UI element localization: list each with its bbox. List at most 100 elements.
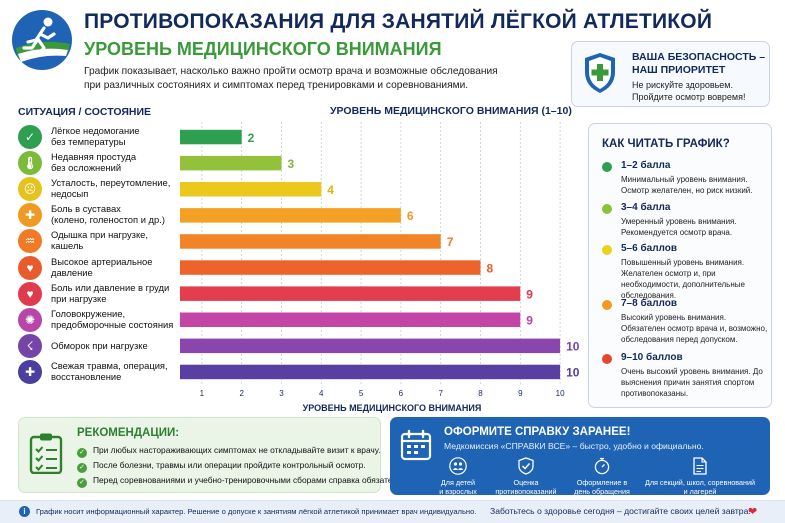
safety-box: ВАША БЕЗОПАСНОСТЬ – НАШ ПРИОРИТЕТ Не рис… [571,41,770,107]
legend-panel: КАК ЧИТАТЬ ГРАФИК? 1–2 балла Минимальный … [588,123,772,408]
legend-item-title: 7–8 баллов [621,298,678,309]
situation-label: Боль или давление в груди при нагрузке [51,281,170,304]
situation-row: ✓ Лёгкое недомогание без температуры [18,124,178,150]
feature-label: Оформление в день обращения [574,478,630,496]
bar [180,364,561,380]
bar [180,155,282,171]
safety-title: ВАША БЕЗОПАСНОСТЬ – НАШ ПРИОРИТЕТ [632,51,766,76]
heart-pulse-icon: ♥ [18,255,42,280]
check-icon: ✓ [77,478,87,488]
info-icon: i [19,506,30,517]
dizzy-icon: ✺ [18,307,42,332]
situation-label: Недавняя простуда без осложнений [51,151,137,174]
bar [180,312,521,327]
situation-label: Усталость, переутомление, недосып [51,177,171,200]
calendar-icon [400,429,432,461]
check-icon: ✓ [77,463,87,473]
page-subtitle: УРОВЕНЬ МЕДИЦИНСКОГО ВНИМАНИЯ [84,39,442,59]
situation-label: Высокое артериальное давление [51,255,153,278]
fainting-icon: ☇ [18,333,42,358]
bar-value-label: 4 [327,183,334,197]
page-title: ПРОТИВОПОКАЗАНИЯ ДЛЯ ЗАНЯТИЙ ЛЁГКОЙ АТЛЕ… [84,10,713,33]
bar-value-label: 8 [486,261,493,275]
feature-same-day: Оформление в день обращения [562,457,642,496]
bar-value-label: 9 [526,287,533,301]
legend-dot [602,162,612,172]
stopwatch-icon [594,457,610,475]
legend-item-title: 1–2 балла [621,160,671,171]
bar [180,286,521,301]
x-tick-label: 3 [279,389,284,398]
bar [180,234,441,249]
legend-item-title: 3–4 балла [621,202,671,213]
order-certificate-box[interactable]: ОФОРМИТЕ СПРАВКУ ЗАРАНЕЕ! Медкомиссия «С… [390,417,770,495]
bar-value-label: 6 [407,209,414,223]
bandage-icon: ✚ [18,359,42,384]
feature-contraindications: Оценка противопоказаний [486,457,566,496]
bar-value-label: 10 [566,340,580,354]
chart-title: УРОВЕНЬ МЕДИЦИНСКОГО ВНИМАНИЯ (1–10) [330,105,572,117]
x-tick-label: 5 [359,389,364,398]
bar-value-label: 9 [526,314,533,328]
x-axis-label: УРОВЕНЬ МЕДИЦИНСКОГО ВНИМАНИЯ [303,403,482,413]
bar [180,338,561,354]
legend-item-desc: Минимальный уровень внимания. Осмотр жел… [621,175,753,195]
situation-row: ✚ Боль в суставах (колено, голеностоп и др… [18,202,178,228]
lungs-icon: ♒ [18,229,42,254]
situation-label: Одышка при нагрузке, кашель [51,229,149,252]
recommendations-title: РЕКОМЕНДАЦИИ: [77,427,180,439]
legend-item-desc: Очень высокий уровень внимания. До выясн… [621,367,763,398]
runner-logo [12,10,72,70]
x-tick-label: 7 [438,389,443,398]
bar [180,129,242,145]
legend-item-title: 9–10 баллов [621,352,683,363]
x-tick-label: 2 [239,389,244,398]
chart-bars: 2 3 4 6 7 8 9 9 10 10 [180,129,580,380]
bar [180,182,322,197]
recommendation-item: ✓ При любых настораживающих симптомах не … [77,445,380,458]
bar-value-label: 10 [566,366,580,380]
legend-dot [602,354,612,364]
bar-value-label: 3 [287,157,294,171]
bar-value-label: 2 [248,131,255,145]
shield-check-icon [518,457,534,475]
x-tick-label: 1 [200,389,205,398]
situation-row: ☇ Обморок при нагрузке [18,333,178,359]
legend-item-desc: Умеренный уровень внимания. Рекомендуетс… [621,217,737,237]
feature-label: Для детей и взрослых [439,478,477,496]
legend-item-desc: Повышенный уровень внимания. Желателен о… [621,258,745,300]
feature-sections-schools: Для секций, школ, соревнований и лагерей [640,457,760,496]
situation-label: Обморок при нагрузке [51,339,148,351]
joint-icon: ✚ [18,203,42,228]
thermometer-icon: 🌡 [18,151,42,176]
footer: i График носит информационный характер. … [0,500,785,523]
people-icon [449,457,467,475]
order-title: ОФОРМИТЕ СПРАВКУ ЗАРАНЕЕ! [444,426,631,438]
x-tick-label: 9 [518,389,523,398]
safety-text: Не рискуйте здоровьем. Пройдите осмотр в… [632,80,746,102]
footer-disclaimer: График носит информационный характер. Ре… [36,507,477,516]
situation-label: Лёгкое недомогание без температуры [51,125,140,147]
x-tick-label: 8 [478,389,483,398]
situation-label: Головокружение, предобморочные состояния [51,307,174,330]
bar-value-label: 7 [447,235,454,249]
recommendation-item: ✓ Перед соревнованиями и учебно-тренирово… [77,475,413,488]
check-icon: ✓ [77,448,87,458]
footer-slogan: Заботьтесь о здоровье сегодня – достигай… [490,506,751,516]
situation-row: ♒ Одышка при нагрузке, кашель [18,228,178,254]
situation-row: ♥ Боль или давление в груди при нагрузке [18,281,178,307]
check-icon: ✓ [18,125,42,149]
situation-row: ☹ Усталость, переутомление, недосып [18,176,178,202]
shield-icon [585,53,615,93]
document-icon [693,457,707,475]
legend-dot [602,245,612,255]
clipboard-icon [29,433,63,474]
legend-title: КАК ЧИТАТЬ ГРАФИК? [602,138,730,150]
legend-item-title: 5–6 баллов [621,243,678,254]
recommendation-item: ✓ После болезни, травмы или операции прой… [77,460,366,473]
situation-header: СИТУАЦИЯ / СОСТОЯНИЕ [18,106,152,118]
situation-row: ✚ Свежая травма, операция, восстановление [18,359,178,385]
legend-dot [602,204,612,214]
recommendations-box: РЕКОМЕНДАЦИИ: ✓ При любых настораживающих… [18,417,413,493]
x-tick-label: 4 [319,389,324,398]
